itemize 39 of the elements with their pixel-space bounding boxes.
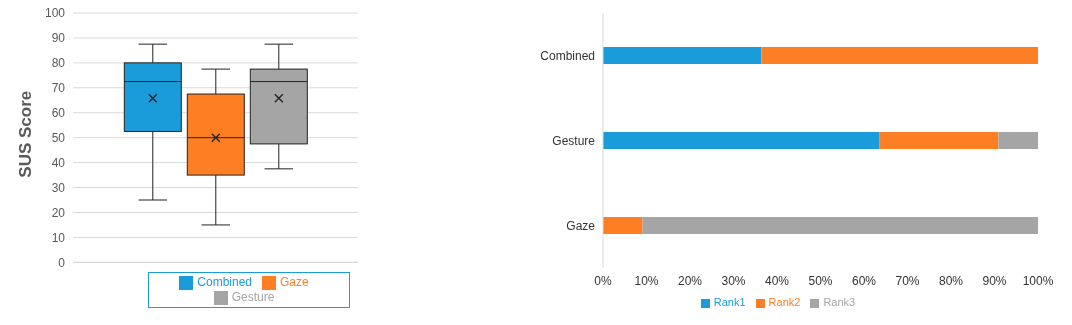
y-tick-label: 60 [51, 106, 66, 120]
bar [761, 47, 1038, 64]
y-tick-label: Gaze [566, 218, 596, 233]
y-tick-label: 20 [51, 205, 66, 220]
legend-label: Combined [197, 275, 252, 290]
x-tick-label: 0% [594, 273, 612, 288]
x-tick-label: 10% [634, 273, 659, 288]
y-tick-label: Combined [540, 48, 595, 63]
x-tick-label: 80% [938, 273, 964, 288]
y-tick-label: 0 [58, 255, 66, 270]
y-tick-label: Gesture [552, 133, 596, 148]
bar [879, 132, 999, 149]
y-tick-label: 90 [51, 31, 66, 46]
x-tick-label: 60% [851, 273, 877, 288]
y-tick-label: 40 [51, 155, 66, 170]
x-tick-label: 70% [895, 273, 920, 288]
y-tick-label: 100 [44, 6, 66, 21]
x-tick-label: 20% [677, 273, 703, 288]
legend-label: Rank2 [768, 296, 801, 308]
y-tick-label: 30 [51, 180, 66, 195]
y-tick-label: 80 [51, 56, 66, 71]
y-tick-label: 70 [51, 81, 66, 96]
y-tick-label: 10 [51, 230, 66, 245]
bar [603, 217, 643, 234]
legend-label: Rank1 [713, 296, 746, 308]
bar [642, 217, 1038, 234]
legend-label: Gaze [280, 275, 309, 290]
bar [603, 132, 880, 149]
bar [603, 47, 762, 64]
x-tick-label: 100% [1022, 273, 1054, 288]
x-tick-label: 50% [808, 273, 833, 288]
legend-label: Rank3 [823, 296, 856, 308]
legend-label: Gesture [231, 290, 275, 305]
y-axis-title: SUS Score [16, 90, 36, 178]
bar [998, 132, 1038, 149]
x-tick-label: 90% [982, 273, 1007, 288]
x-tick-label: 30% [721, 273, 746, 288]
x-tick-label: 40% [764, 273, 790, 288]
y-tick-label: 50 [51, 130, 66, 145]
